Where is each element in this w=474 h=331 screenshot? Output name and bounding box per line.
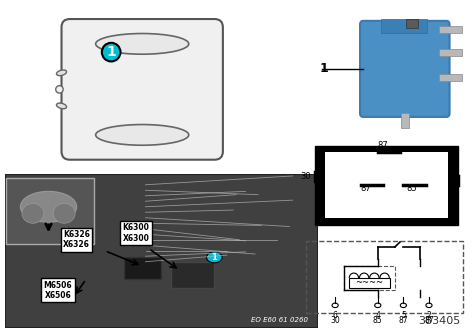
Text: 383405: 383405 [418, 316, 460, 326]
Ellipse shape [56, 103, 66, 109]
Bar [439, 49, 462, 56]
Text: M6506
X6506: M6506 X6506 [44, 281, 72, 300]
Bar [406, 19, 418, 28]
Circle shape [426, 303, 432, 307]
Text: 1: 1 [106, 45, 116, 59]
Text: K6326
X6326: K6326 X6326 [63, 230, 90, 250]
Bar [6, 178, 94, 244]
Ellipse shape [96, 33, 189, 54]
FancyBboxPatch shape [360, 21, 449, 117]
Text: 6: 6 [333, 311, 337, 320]
Text: 87: 87 [399, 316, 408, 325]
Text: EO E60 61 0260: EO E60 61 0260 [251, 317, 308, 323]
Bar [171, 262, 214, 288]
Bar [401, 113, 409, 127]
Text: 87: 87 [360, 184, 371, 193]
Bar [325, 152, 448, 218]
Text: 1: 1 [319, 62, 328, 75]
Text: 2: 2 [427, 311, 431, 320]
Text: 30: 30 [330, 316, 340, 325]
Text: 87: 87 [377, 141, 388, 150]
Circle shape [375, 303, 381, 307]
Text: 30: 30 [301, 172, 311, 181]
FancyBboxPatch shape [62, 19, 223, 160]
Ellipse shape [22, 204, 44, 223]
Text: 5: 5 [401, 311, 406, 320]
Ellipse shape [20, 191, 77, 222]
Ellipse shape [53, 204, 75, 223]
Circle shape [332, 303, 338, 307]
Text: 85: 85 [373, 316, 383, 325]
Circle shape [102, 43, 120, 62]
Text: 87: 87 [424, 316, 434, 325]
Bar [315, 146, 458, 225]
Ellipse shape [96, 124, 189, 145]
Circle shape [56, 86, 63, 93]
Text: 85: 85 [407, 184, 417, 193]
Bar [124, 257, 161, 279]
Bar [306, 241, 463, 313]
Text: ~~~~: ~~~~ [355, 278, 383, 288]
Bar [439, 74, 462, 81]
Text: 4: 4 [375, 311, 380, 320]
Text: 1: 1 [211, 253, 217, 262]
Bar [439, 26, 462, 33]
Circle shape [401, 303, 406, 307]
Ellipse shape [56, 70, 66, 76]
Bar [349, 278, 390, 288]
Text: K6300
X6300: K6300 X6300 [123, 223, 150, 243]
Circle shape [207, 252, 222, 263]
Bar [381, 19, 427, 33]
